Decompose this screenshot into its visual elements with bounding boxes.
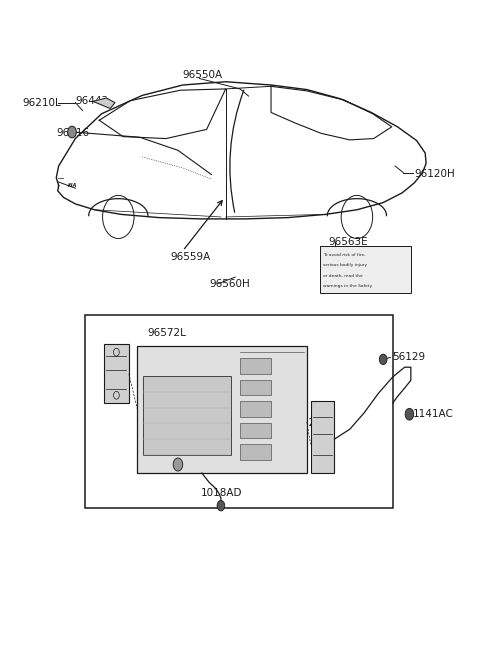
Bar — [85, 315, 393, 508]
Text: 96559A: 96559A — [171, 253, 211, 262]
Polygon shape — [93, 98, 115, 108]
Text: 96560H: 96560H — [209, 279, 250, 289]
Text: 1018AD: 1018AD — [201, 487, 242, 498]
Bar — [311, 401, 335, 473]
Text: 96120H: 96120H — [414, 169, 455, 180]
Text: 96443: 96443 — [75, 96, 108, 106]
Text: serious bodily injury: serious bodily injury — [323, 263, 367, 268]
Text: To avoid risk of fire,: To avoid risk of fire, — [323, 253, 365, 257]
Text: 96210L: 96210L — [23, 98, 61, 108]
Circle shape — [217, 501, 225, 511]
Text: 96572L: 96572L — [147, 328, 186, 338]
Bar — [240, 380, 271, 396]
Bar — [240, 358, 271, 374]
Text: warnings in the Safety: warnings in the Safety — [323, 284, 372, 288]
Text: 56129: 56129 — [392, 352, 425, 362]
Text: 1141AC: 1141AC — [413, 409, 454, 419]
Circle shape — [68, 126, 76, 138]
Bar — [320, 247, 411, 293]
Text: 96216: 96216 — [56, 129, 89, 138]
Text: or death, read the: or death, read the — [323, 274, 362, 277]
Circle shape — [173, 458, 183, 471]
Bar — [104, 344, 129, 403]
Text: 96141: 96141 — [176, 413, 209, 423]
Circle shape — [379, 354, 387, 365]
Text: KIA: KIA — [68, 183, 78, 188]
Text: 96572R: 96572R — [282, 418, 322, 428]
Circle shape — [405, 408, 414, 420]
Text: 96163: 96163 — [176, 433, 209, 443]
Bar — [240, 401, 271, 417]
Bar — [137, 346, 307, 473]
Text: 96550A: 96550A — [183, 70, 223, 80]
Text: 96563E: 96563E — [328, 237, 368, 247]
Bar — [240, 422, 271, 438]
Bar — [240, 444, 271, 460]
Bar — [143, 377, 231, 455]
